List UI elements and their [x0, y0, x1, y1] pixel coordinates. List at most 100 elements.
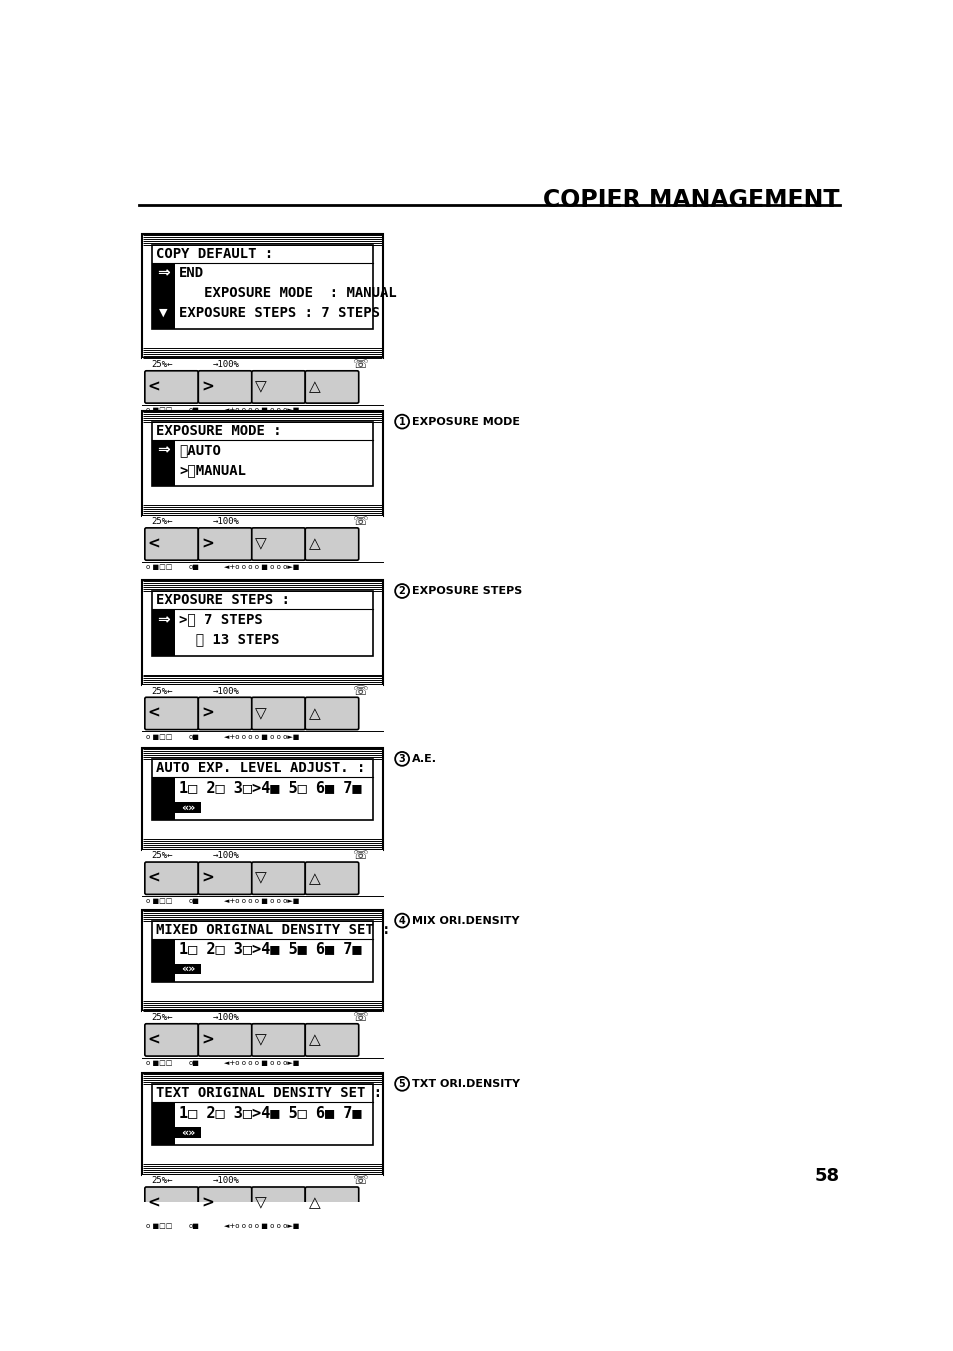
Text: EXPOSURE MODE: EXPOSURE MODE: [412, 416, 519, 427]
Text: o ■□□: o ■□□: [146, 565, 172, 570]
Text: ☏: ☏: [352, 685, 367, 697]
Bar: [142, 580, 382, 685]
Text: >: >: [201, 707, 213, 721]
Text: 5: 5: [398, 1079, 405, 1089]
Bar: [152, 759, 373, 820]
Text: 1□ 2□ 3□>4■ 5□ 6■ 7■: 1□ 2□ 3□>4■ 5□ 6■ 7■: [179, 780, 361, 794]
FancyBboxPatch shape: [198, 1188, 252, 1220]
Text: EXPOSURE STEPS : 7 STEPS: EXPOSURE STEPS : 7 STEPS: [179, 307, 379, 320]
Text: o■: o■: [189, 734, 200, 739]
FancyBboxPatch shape: [145, 528, 198, 561]
Text: A.E.: A.E.: [412, 754, 436, 763]
Text: 25%←: 25%←: [152, 851, 173, 861]
Text: ▽: ▽: [255, 871, 267, 886]
Text: >: >: [201, 380, 213, 394]
Text: →100%: →100%: [212, 1013, 239, 1023]
Bar: [142, 1174, 382, 1232]
FancyBboxPatch shape: [145, 1188, 198, 1220]
Text: △: △: [309, 380, 320, 394]
Text: ▼: ▼: [159, 308, 168, 317]
Text: ◄+o o o o ■ o o o►■: ◄+o o o o ■ o o o►■: [224, 407, 299, 413]
Text: COPY DEFAULT :: COPY DEFAULT :: [156, 247, 274, 261]
Text: EXPOSURE STEPS :: EXPOSURE STEPS :: [156, 593, 290, 607]
Text: ①AUTO: ①AUTO: [179, 443, 220, 457]
FancyBboxPatch shape: [145, 697, 198, 730]
Text: ◄+o o o o ■ o o o►■: ◄+o o o o ■ o o o►■: [224, 565, 299, 570]
Text: >: >: [201, 871, 213, 886]
FancyBboxPatch shape: [305, 528, 358, 561]
Text: ▽: ▽: [255, 707, 267, 721]
Bar: [152, 777, 174, 820]
Text: <: <: [148, 1032, 160, 1047]
Text: MIXED ORIGINAL DENSITY SET :: MIXED ORIGINAL DENSITY SET :: [156, 923, 391, 936]
FancyBboxPatch shape: [252, 862, 305, 894]
Text: ☏: ☏: [352, 1174, 367, 1188]
Text: o ■□□: o ■□□: [146, 734, 172, 739]
Bar: [142, 850, 382, 908]
Text: o ■□□: o ■□□: [146, 1061, 172, 1066]
Text: △: △: [309, 1196, 320, 1210]
Text: <: <: [148, 707, 160, 721]
Text: ⇒: ⇒: [157, 266, 170, 281]
Text: 1□ 2□ 3□>4■ 5□ 6■ 7■: 1□ 2□ 3□>4■ 5□ 6■ 7■: [179, 1105, 361, 1120]
Text: <: <: [148, 871, 160, 886]
Text: EXPOSURE STEPS: EXPOSURE STEPS: [412, 586, 522, 596]
Text: <: <: [148, 380, 160, 394]
Text: ☏: ☏: [352, 1011, 367, 1024]
Text: 25%←: 25%←: [152, 361, 173, 369]
Text: «»: «»: [181, 802, 195, 812]
Text: 1□ 2□ 3□>4■ 5■ 6■ 7■: 1□ 2□ 3□>4■ 5■ 6■ 7■: [179, 942, 361, 957]
Bar: [142, 685, 382, 743]
Text: >: >: [201, 1032, 213, 1047]
Bar: [142, 234, 382, 358]
Text: 1: 1: [398, 416, 405, 427]
Text: ⇒: ⇒: [157, 612, 170, 627]
Bar: [152, 263, 174, 330]
FancyBboxPatch shape: [252, 370, 305, 403]
Text: →100%: →100%: [212, 686, 239, 696]
Text: AUTO EXP. LEVEL ADJUST. :: AUTO EXP. LEVEL ADJUST. :: [156, 761, 365, 775]
Bar: [142, 516, 382, 573]
FancyBboxPatch shape: [198, 370, 252, 403]
Bar: [174, 963, 201, 974]
Text: >: >: [201, 1196, 213, 1210]
Text: >: >: [201, 536, 213, 551]
FancyBboxPatch shape: [305, 1188, 358, 1220]
Bar: [142, 1012, 382, 1069]
Text: 25%←: 25%←: [152, 1177, 173, 1185]
Text: o ■□□: o ■□□: [146, 898, 172, 904]
Bar: [152, 1102, 174, 1146]
Bar: [174, 802, 201, 813]
Text: 2: 2: [398, 586, 405, 596]
FancyBboxPatch shape: [198, 862, 252, 894]
FancyBboxPatch shape: [198, 528, 252, 561]
Bar: [142, 358, 382, 416]
Text: 4: 4: [398, 916, 405, 925]
Text: ⇒: ⇒: [157, 443, 170, 458]
Bar: [142, 909, 382, 1012]
Bar: [142, 1073, 382, 1174]
Text: ☏: ☏: [352, 515, 367, 528]
Text: TXT ORI.DENSITY: TXT ORI.DENSITY: [412, 1079, 519, 1089]
FancyBboxPatch shape: [252, 697, 305, 730]
FancyBboxPatch shape: [305, 1024, 358, 1056]
FancyBboxPatch shape: [145, 1024, 198, 1056]
FancyBboxPatch shape: [198, 697, 252, 730]
Bar: [152, 1084, 373, 1146]
Text: 25%←: 25%←: [152, 517, 173, 526]
Text: △: △: [309, 1032, 320, 1047]
Text: 58: 58: [814, 1167, 840, 1185]
Text: o■: o■: [189, 407, 200, 413]
Text: 3: 3: [398, 754, 405, 763]
FancyBboxPatch shape: [252, 1024, 305, 1056]
Text: 25%←: 25%←: [152, 1013, 173, 1023]
Bar: [152, 920, 373, 982]
Text: <: <: [148, 1196, 160, 1210]
Text: ◄+o o o o ■ o o o►■: ◄+o o o o ■ o o o►■: [224, 1223, 299, 1229]
Text: EXPOSURE MODE :: EXPOSURE MODE :: [156, 424, 282, 438]
Bar: [152, 609, 174, 655]
Text: ◄+o o o o ■ o o o►■: ◄+o o o o ■ o o o►■: [224, 734, 299, 739]
Text: o■: o■: [189, 898, 200, 904]
FancyBboxPatch shape: [305, 862, 358, 894]
Text: EXPOSURE MODE  : MANUAL: EXPOSURE MODE : MANUAL: [179, 286, 396, 300]
